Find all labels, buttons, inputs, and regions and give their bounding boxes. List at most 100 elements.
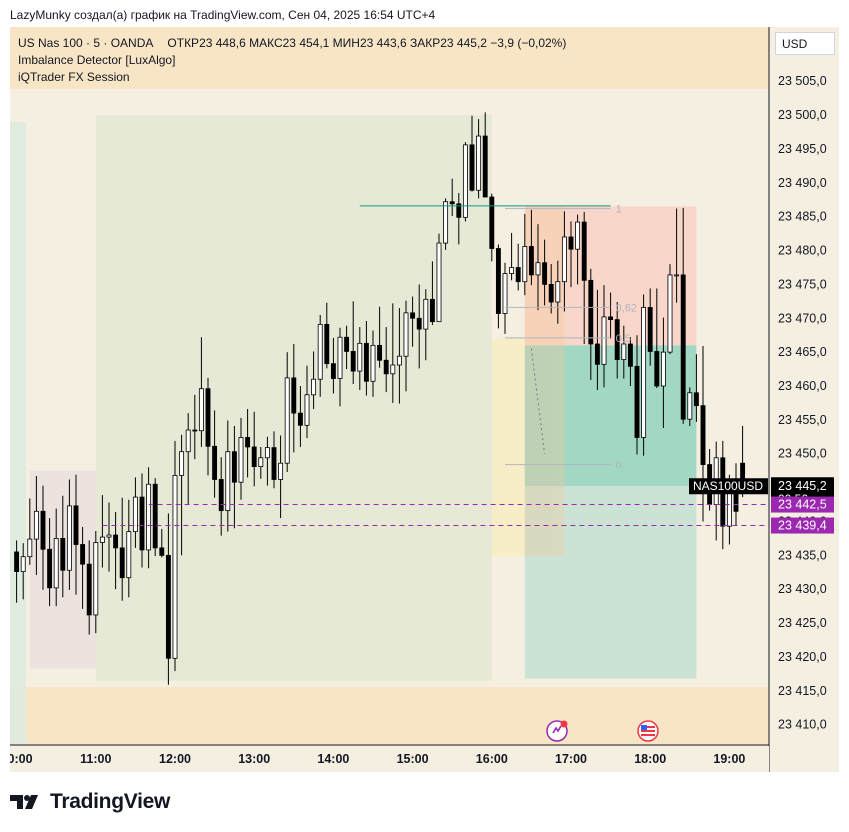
candle-body-bull: [601, 316, 607, 365]
candle: [218, 457, 224, 536]
candle-body-bull: [641, 307, 647, 438]
y-tick-label: 23 475,0: [778, 277, 827, 291]
candle-body-bear: [73, 505, 79, 545]
candle-body-bear: [363, 342, 369, 382]
candle-body-bull: [535, 262, 541, 276]
y-tick-label: 23 505,0: [778, 74, 827, 88]
candle-body-bear: [119, 547, 125, 579]
candle: [535, 224, 541, 311]
candle-body-bull: [304, 394, 310, 426]
candle-body-bull: [436, 242, 442, 323]
candle: [660, 317, 666, 428]
candle: [561, 211, 567, 312]
y-tick-label: 23 470,0: [778, 311, 827, 325]
candle: [410, 296, 416, 347]
candle: [588, 268, 594, 380]
candle-body-bull: [238, 437, 244, 483]
candle-body-bear: [456, 203, 462, 218]
candle: [27, 498, 33, 565]
candle: [403, 300, 409, 392]
candle-body-bull: [423, 298, 429, 330]
candle-body-bull: [20, 556, 26, 572]
y-tick-label: 23 465,0: [778, 345, 827, 359]
candle-body-bear: [47, 548, 53, 589]
candle: [179, 434, 185, 556]
header-band: [10, 27, 769, 89]
candle-body-bull: [357, 342, 363, 372]
candle: [614, 302, 620, 379]
candle-body-bear: [429, 298, 435, 323]
candle: [132, 477, 138, 548]
fib-level-label: 0: [616, 460, 622, 472]
candle-body-bull: [179, 451, 185, 476]
candle-body-bear: [159, 547, 165, 556]
legend-indicator-imbalance[interactable]: Imbalance Detector [LuxAlgo]: [18, 53, 176, 67]
event-icon-us[interactable]: [546, 720, 568, 742]
level-label-1: [771, 496, 834, 513]
candle-body-bear: [205, 388, 211, 447]
candle-body-bull: [126, 531, 132, 579]
candle: [192, 394, 198, 460]
candle-body-bear: [594, 343, 600, 365]
candle: [357, 327, 363, 391]
candle-body-bull: [522, 246, 528, 283]
x-tick-label: 19:00: [713, 752, 745, 766]
fib-level-label: 0,5: [616, 333, 631, 345]
candle: [159, 528, 165, 558]
candle-body-bull: [462, 144, 468, 218]
y-tick-label: 23 480,0: [778, 244, 827, 258]
candle-body-bear: [192, 429, 198, 432]
candle: [99, 495, 105, 568]
candlestick-chart[interactable]: 1 0,62 0,5 0 23 505,0 23 500,0 23 495,0 23 490…: [10, 27, 839, 772]
chart-pane[interactable]: 1 0,62 0,5 0 23 505,0 23 500,0 23 495,0 23 490…: [10, 27, 839, 772]
y-tick-label: 23 500,0: [778, 108, 827, 122]
tradingview-logo-icon: [10, 795, 38, 809]
candle: [225, 420, 231, 532]
chart-caption: LazyMunky создал(а) график на TradingVie…: [10, 8, 436, 22]
y-tick-label: 23 430,0: [778, 582, 827, 596]
candle-body-bull: [172, 475, 178, 659]
candle-body-bull: [674, 274, 680, 277]
candle-body-bear: [344, 336, 350, 352]
flag-icon-us[interactable]: [637, 720, 659, 742]
currency-button[interactable]: USD: [775, 32, 835, 55]
level-label-1-text: 23 442,5: [778, 498, 827, 512]
candle-body-bull: [396, 355, 402, 366]
legend-row-main: US Nas 100 · 5 · OANDA ОТКР23 448,6 МАКС…: [18, 35, 566, 52]
tradingview-logo[interactable]: TradingView: [10, 790, 170, 814]
candle: [594, 289, 600, 391]
legend-symbol[interactable]: US Nas 100 · 5 · OANDA: [18, 36, 153, 50]
candle: [33, 476, 39, 575]
time-axis: [10, 746, 769, 772]
candle-body-bear: [139, 496, 145, 551]
y-tick-label: 23 495,0: [778, 142, 827, 156]
y-tick-label: 23 410,0: [778, 718, 827, 732]
candle: [53, 508, 59, 607]
candle: [641, 294, 647, 456]
candle: [271, 431, 277, 489]
candle-body-bull: [33, 510, 39, 540]
candle: [284, 352, 290, 473]
candle: [456, 192, 462, 245]
candle: [416, 284, 422, 369]
candle: [601, 285, 607, 388]
candle: [634, 335, 640, 455]
candle-body-bear: [416, 317, 422, 330]
candle: [555, 260, 561, 324]
candle-body-bull: [667, 274, 673, 353]
candle: [212, 410, 218, 498]
candle-body-bear: [568, 236, 574, 250]
candle-body-bear: [291, 377, 297, 414]
x-tick-label: 16:00: [476, 752, 508, 766]
legend-indicator-session[interactable]: iQTrader FX Session: [18, 70, 130, 84]
candle-body-bear: [86, 563, 92, 616]
candle: [238, 417, 244, 500]
candle: [172, 440, 178, 672]
candle-body-bull: [561, 236, 567, 283]
candle: [344, 325, 350, 370]
candle: [502, 262, 508, 334]
candle-body-bear: [700, 405, 706, 465]
level-label-2-text: 23 439,4: [778, 519, 827, 533]
candle: [390, 303, 396, 403]
candle-body-bear: [469, 144, 475, 191]
